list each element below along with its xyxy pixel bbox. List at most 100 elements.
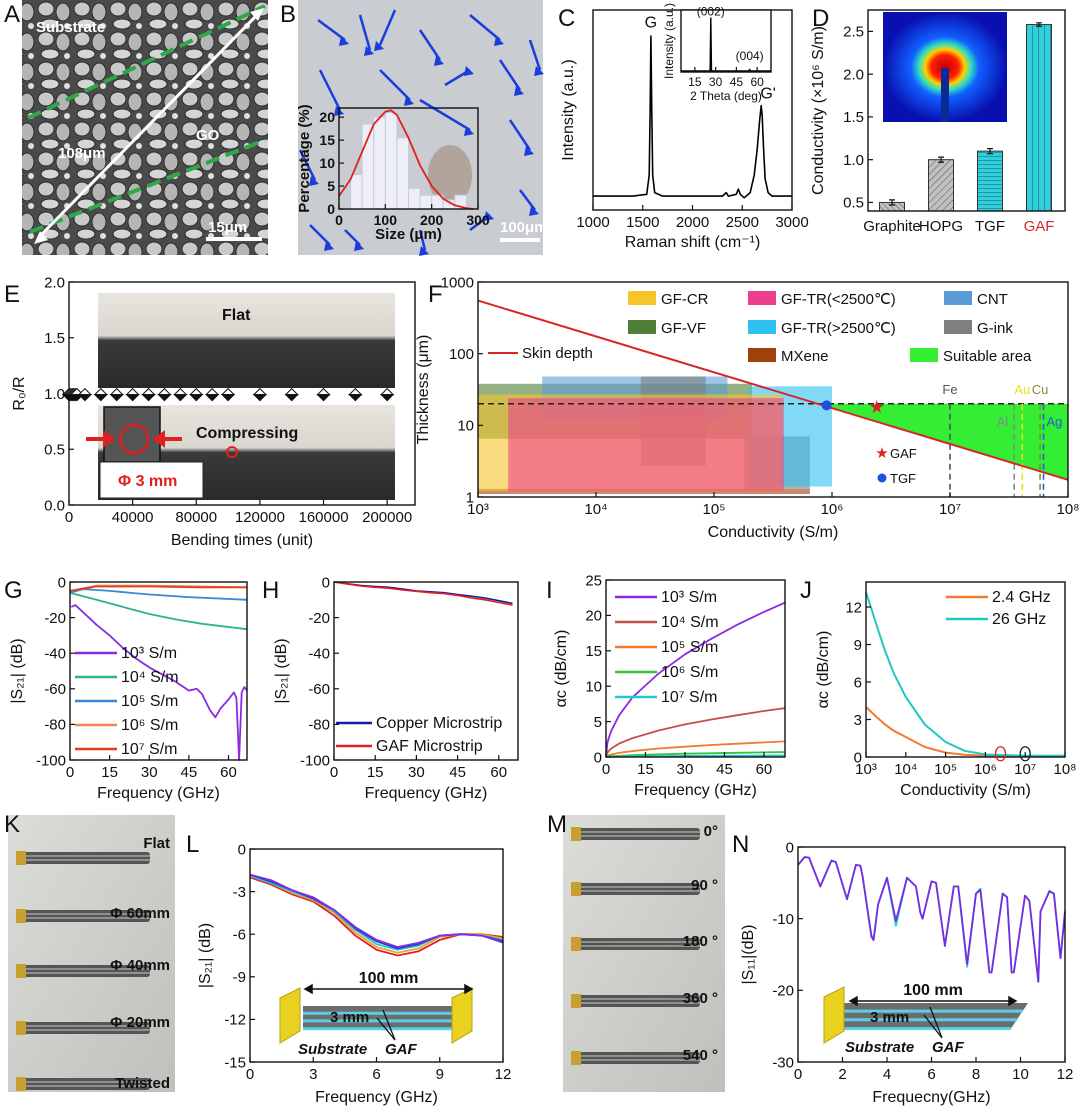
- y-tick-label: -9: [233, 969, 246, 986]
- x-tick-label: 120000: [235, 509, 285, 526]
- y-tick-label: -20: [772, 983, 794, 1000]
- red-circle: [226, 446, 238, 458]
- flat-label: Flat: [222, 307, 251, 324]
- series-line-4: [69, 585, 247, 592]
- arrowhead-icon: [464, 66, 474, 76]
- y-tick-label: -15: [224, 1054, 246, 1071]
- legend-label: 10³ S/m: [661, 589, 717, 606]
- legend-label: MXene: [781, 348, 829, 365]
- legend-label: Suitable area: [943, 348, 1032, 365]
- legend-label: 10⁴ S/m: [121, 669, 179, 686]
- connector-plate: [823, 986, 845, 1044]
- panel-letter-f: F: [428, 281, 443, 308]
- series-line-0: [797, 856, 1066, 983]
- y-tick-label: 0: [322, 574, 330, 591]
- x-tick-label: 15: [688, 75, 702, 89]
- x-tick-label: 8: [972, 1066, 980, 1083]
- legend-label: GF-TR(<2500℃): [781, 291, 896, 308]
- orientation-arrow: [469, 14, 501, 41]
- legend-label: GF-VF: [661, 320, 706, 337]
- plot-frame: [605, 579, 786, 758]
- x-tick-label: 10⁴: [894, 761, 917, 778]
- y-tick-label: -20: [308, 610, 330, 627]
- category-label: HOPG: [919, 218, 963, 235]
- scale-bar-label: 15μm: [208, 219, 247, 236]
- series-line-1: [865, 591, 1065, 757]
- series-line-0: [70, 604, 248, 761]
- histogram-bar: [396, 137, 409, 210]
- connector: [571, 1051, 581, 1065]
- x-tick-label: 9: [436, 1066, 444, 1083]
- x-tick-label: 60: [750, 75, 764, 89]
- legend-label: TGF: [890, 471, 916, 486]
- panel-letter-b: B: [280, 1, 296, 28]
- x-tick-label: 160000: [298, 509, 348, 526]
- x-tick-label: 10⁴: [584, 501, 607, 518]
- length-label: 100 mm: [903, 982, 963, 999]
- condition-label: 0°: [704, 823, 718, 840]
- green-dashed-line: [27, 4, 266, 120]
- histogram-bar: [373, 116, 386, 210]
- y-tick-label: 10: [319, 155, 335, 171]
- data-point-diamond: [220, 387, 236, 396]
- x-tick-label: 30: [709, 75, 723, 89]
- y-tick-label: 5: [594, 714, 602, 731]
- gaf-label: GAF: [932, 1039, 965, 1056]
- y-tick-label: -80: [44, 717, 66, 734]
- histogram-bar: [408, 187, 421, 210]
- y-axis-label: αc (dB/cm): [553, 630, 570, 708]
- marker-tgf: [821, 400, 832, 411]
- x-axis-label: Conductivity (S/m): [900, 782, 1031, 799]
- panel-k-photo: Flat Φ 60mm Φ 40mm Φ 20mm Twisted: [8, 815, 175, 1092]
- region-mxene: [478, 488, 810, 495]
- y-tick-label: 6: [854, 674, 862, 691]
- chart-panel-j: 10³ 10⁴ 10⁵ 10⁶ 10⁷ 10⁸ 0 3 6 9 12 Conductivity (S/…: [815, 581, 1077, 799]
- y-tick-label: 1.0: [44, 386, 65, 403]
- plot-frame: [69, 581, 248, 761]
- x-tick-label: 10³: [855, 761, 877, 778]
- series-line-1: [69, 591, 248, 631]
- data-point-diamond: [141, 387, 156, 396]
- x-tick-label: 15: [367, 764, 384, 781]
- chart-panel-g: 0 15 30 45 60 0 -20 -40 -60 -80 -100 Frequency (GHz…: [9, 574, 248, 802]
- series-line-0: [865, 706, 1066, 758]
- chart-panel-b: 0 100 200 300 0 5 10 15 20 Size (μm) Percentage (%…: [296, 104, 490, 243]
- panel-letter-g: G: [4, 577, 23, 604]
- legend-star-icon: ★: [875, 445, 888, 462]
- cable-strip: [578, 828, 700, 840]
- peak-label: G': [760, 86, 776, 103]
- y-axis-label: Thickness (μm): [415, 335, 432, 445]
- data-point-diamond: [284, 394, 299, 402]
- x-tick-label: 0: [794, 1066, 802, 1083]
- y-tick-label: -40: [44, 645, 66, 662]
- flat-photo: [98, 293, 395, 388]
- orientation-arrow: [419, 98, 471, 132]
- orientation-arrow: [508, 119, 532, 151]
- histogram-bar: [419, 194, 433, 210]
- legend-label: CNT: [977, 291, 1008, 308]
- y-tick-label: 12: [845, 599, 862, 616]
- orientation-arrow: [418, 229, 427, 251]
- plot-frame: [865, 581, 1066, 758]
- condition-label: 540 °: [683, 1047, 718, 1064]
- photo-background: [563, 815, 725, 1092]
- data-point-diamond: [204, 387, 220, 396]
- plot-frame: [477, 281, 1069, 498]
- x-tick-label: 300: [466, 212, 490, 228]
- series-line-0: [681, 17, 771, 72]
- region-gf-tr-2500-: [508, 398, 784, 492]
- data-point-diamond: [348, 394, 363, 402]
- metal-label: Al: [997, 414, 1009, 429]
- beam-stop: [941, 68, 949, 122]
- connector: [16, 964, 26, 978]
- peak-label: (002): [697, 4, 725, 18]
- white-arrow: [38, 12, 260, 238]
- compressing-label: Compressing: [196, 425, 298, 442]
- orientation-arrow: [378, 9, 397, 46]
- connector: [571, 882, 581, 896]
- condition-label: Φ 40mm: [110, 957, 170, 974]
- x-tick-label: 4: [883, 1066, 891, 1083]
- x-tick-label: 80000: [175, 509, 217, 526]
- chart-panel-i: 0 15 30 45 60 0 5 10 15 20 25 Frequency (GHz) αc (dB…: [553, 572, 786, 799]
